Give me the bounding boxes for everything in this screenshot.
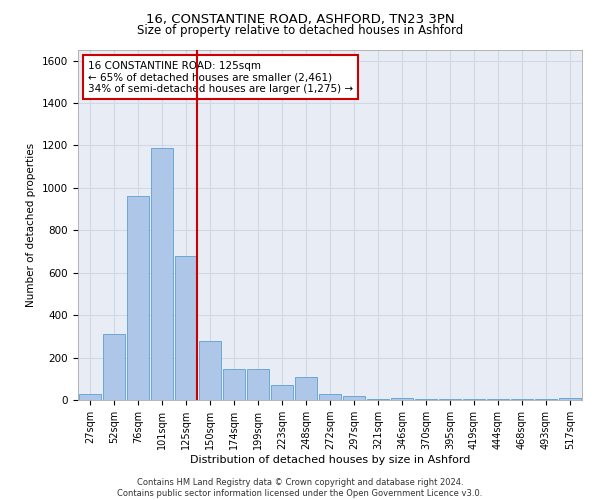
Bar [391, 398, 413, 400]
Bar [343, 396, 365, 400]
Bar [271, 385, 293, 400]
Bar [175, 256, 197, 400]
Y-axis label: Number of detached properties: Number of detached properties [26, 143, 37, 307]
Bar [247, 369, 269, 400]
Bar [127, 196, 149, 400]
Bar [415, 399, 437, 400]
Bar [559, 398, 581, 400]
Bar [439, 399, 461, 400]
Bar [199, 340, 221, 400]
Bar [319, 394, 341, 400]
Bar [367, 399, 389, 400]
Bar [79, 394, 101, 400]
X-axis label: Distribution of detached houses by size in Ashford: Distribution of detached houses by size … [190, 455, 470, 465]
Text: Contains HM Land Registry data © Crown copyright and database right 2024.
Contai: Contains HM Land Registry data © Crown c… [118, 478, 482, 498]
Bar [223, 369, 245, 400]
Bar [103, 334, 125, 400]
Bar [295, 376, 317, 400]
Text: 16, CONSTANTINE ROAD, ASHFORD, TN23 3PN: 16, CONSTANTINE ROAD, ASHFORD, TN23 3PN [146, 12, 454, 26]
Text: 16 CONSTANTINE ROAD: 125sqm
← 65% of detached houses are smaller (2,461)
34% of : 16 CONSTANTINE ROAD: 125sqm ← 65% of det… [88, 60, 353, 94]
Bar [151, 148, 173, 400]
Text: Size of property relative to detached houses in Ashford: Size of property relative to detached ho… [137, 24, 463, 37]
